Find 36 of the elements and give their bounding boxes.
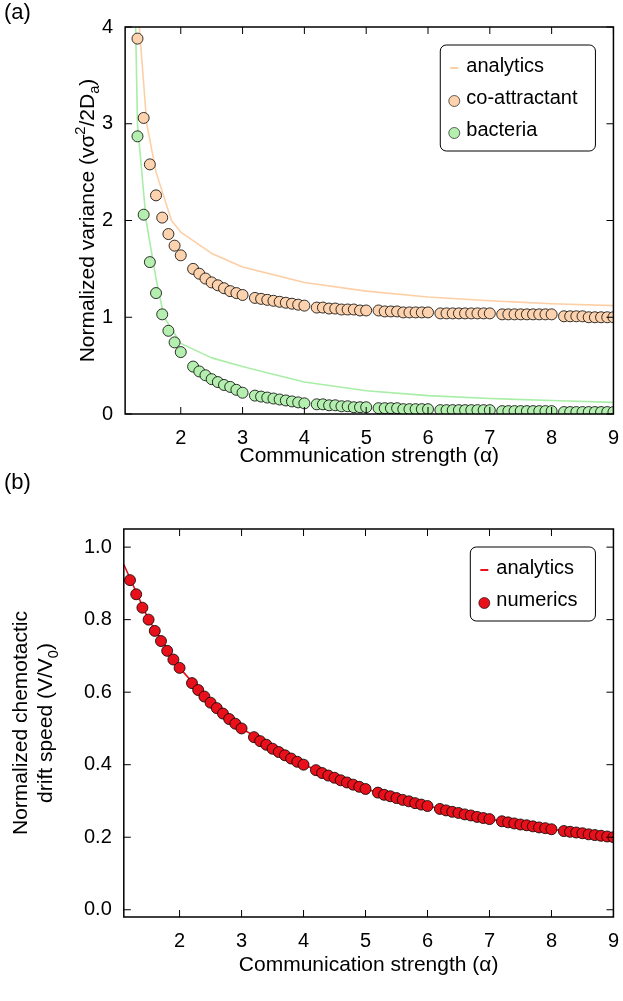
x-tick-label: 3 bbox=[237, 425, 249, 448]
x-tick-label: 3 bbox=[236, 928, 248, 951]
y-tick-label: 0.6 bbox=[83, 679, 112, 702]
y-tick-label: 1 bbox=[102, 304, 114, 327]
legend-label: analytics bbox=[496, 555, 575, 578]
y-tick-label: 2 bbox=[102, 208, 114, 231]
x-tick-label: 5 bbox=[359, 928, 372, 951]
x-tick-label: 6 bbox=[422, 425, 434, 448]
y-tick-label: 0.0 bbox=[83, 897, 112, 920]
x-tick-label: 9 bbox=[607, 928, 619, 951]
x-tick-label: 5 bbox=[360, 425, 372, 448]
y-tick-label: 0.4 bbox=[83, 752, 112, 775]
x-tick-label: 9 bbox=[607, 425, 619, 448]
y-tick-label: 3 bbox=[102, 111, 114, 134]
y-tick-label: 0.8 bbox=[83, 607, 112, 630]
x-tick-label: 2 bbox=[175, 425, 187, 448]
x-tick-label: 8 bbox=[545, 928, 558, 951]
x-tick-label: 4 bbox=[298, 425, 310, 448]
chart-title: (b) bbox=[4, 469, 31, 495]
y-tick-label: 0 bbox=[102, 401, 114, 424]
y-tick-label: 1.0 bbox=[83, 534, 112, 557]
y-tick-label: 4 bbox=[102, 14, 114, 37]
legend-label: bacteria bbox=[466, 117, 539, 140]
legend-label: analytics bbox=[466, 53, 545, 76]
y-tick-label: 0.2 bbox=[83, 824, 112, 847]
x-tick-label: 8 bbox=[546, 425, 558, 448]
x-tick-label: 7 bbox=[484, 425, 496, 448]
chart-title: (a) bbox=[4, 0, 31, 25]
x-tick-label: 7 bbox=[483, 928, 496, 951]
x-tick-label: 6 bbox=[421, 928, 434, 951]
x-tick-label: 2 bbox=[174, 928, 186, 951]
x-axis-title: Communication strength (α) bbox=[238, 951, 499, 975]
x-tick-label: 4 bbox=[297, 928, 310, 951]
y-axis-title: Normalized variance (vσ2/2Da) bbox=[71, 78, 103, 363]
legend-label: numerics bbox=[496, 587, 578, 610]
legend-label: co-attractant bbox=[466, 85, 578, 108]
